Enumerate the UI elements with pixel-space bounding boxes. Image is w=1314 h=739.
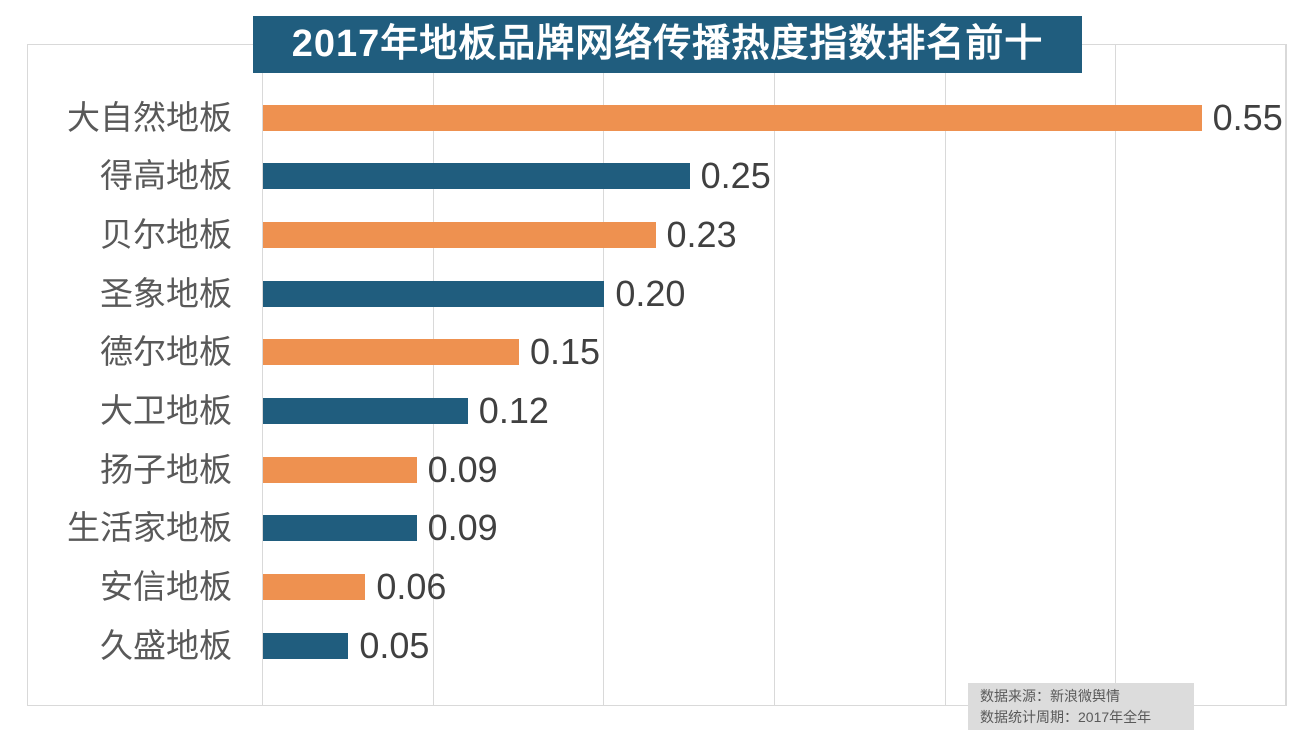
bar xyxy=(263,515,417,542)
category-label: 安信地板 xyxy=(100,568,232,606)
bar xyxy=(263,163,690,190)
value-label: 0.09 xyxy=(427,448,498,490)
source-note-line1: 数据来源：新浪微舆情 xyxy=(980,688,1120,704)
value-label: 0.23 xyxy=(666,213,737,255)
bar xyxy=(263,456,417,483)
value-label: 0.15 xyxy=(530,331,601,373)
category-label: 德尔地板 xyxy=(100,333,232,371)
bar xyxy=(263,280,605,307)
bar xyxy=(263,104,1202,131)
value-label: 0.09 xyxy=(427,507,498,549)
value-label: 0.06 xyxy=(376,566,447,608)
value-label: 0.25 xyxy=(700,155,771,197)
value-label: 0.12 xyxy=(478,390,549,431)
gridline-x-0.6 xyxy=(1286,44,1287,706)
category-label: 大卫地板 xyxy=(100,392,232,429)
source-note-line2: 数据统计周期：2017年全年 xyxy=(980,709,1152,725)
bar xyxy=(263,574,366,601)
bar xyxy=(263,398,468,424)
bar xyxy=(263,339,519,366)
bar xyxy=(263,632,349,659)
category-label: 得高地板 xyxy=(100,157,232,195)
source-note-box: 数据来源：新浪微舆情 数据统计周期：2017年全年 xyxy=(968,683,1194,730)
chart-title-text: 2017年地板品牌网络传播热度指数排名前十 xyxy=(291,23,1044,65)
value-label: 0.05 xyxy=(359,624,430,666)
gridline-x-0.3 xyxy=(774,44,775,706)
chart-title-banner: 2017年地板品牌网络传播热度指数排名前十 xyxy=(253,16,1082,73)
gridline-x-0.1 xyxy=(432,44,434,706)
value-label: 0.55 xyxy=(1212,96,1283,138)
category-label: 久盛地板 xyxy=(100,626,232,664)
category-label: 圣象地板 xyxy=(100,274,232,312)
gridline-x-0.4 xyxy=(944,44,946,706)
category-label: 贝尔地板 xyxy=(100,215,232,253)
gridline-x-0.2 xyxy=(603,44,605,706)
bar xyxy=(263,221,656,248)
category-label: 生活家地板 xyxy=(67,509,232,547)
gridline-x-0.0 xyxy=(262,44,263,706)
gridline-x-0.5 xyxy=(1115,44,1117,706)
category-label: 扬子地板 xyxy=(100,450,232,488)
value-label: 0.20 xyxy=(615,272,686,314)
category-label: 大自然地板 xyxy=(67,98,232,136)
